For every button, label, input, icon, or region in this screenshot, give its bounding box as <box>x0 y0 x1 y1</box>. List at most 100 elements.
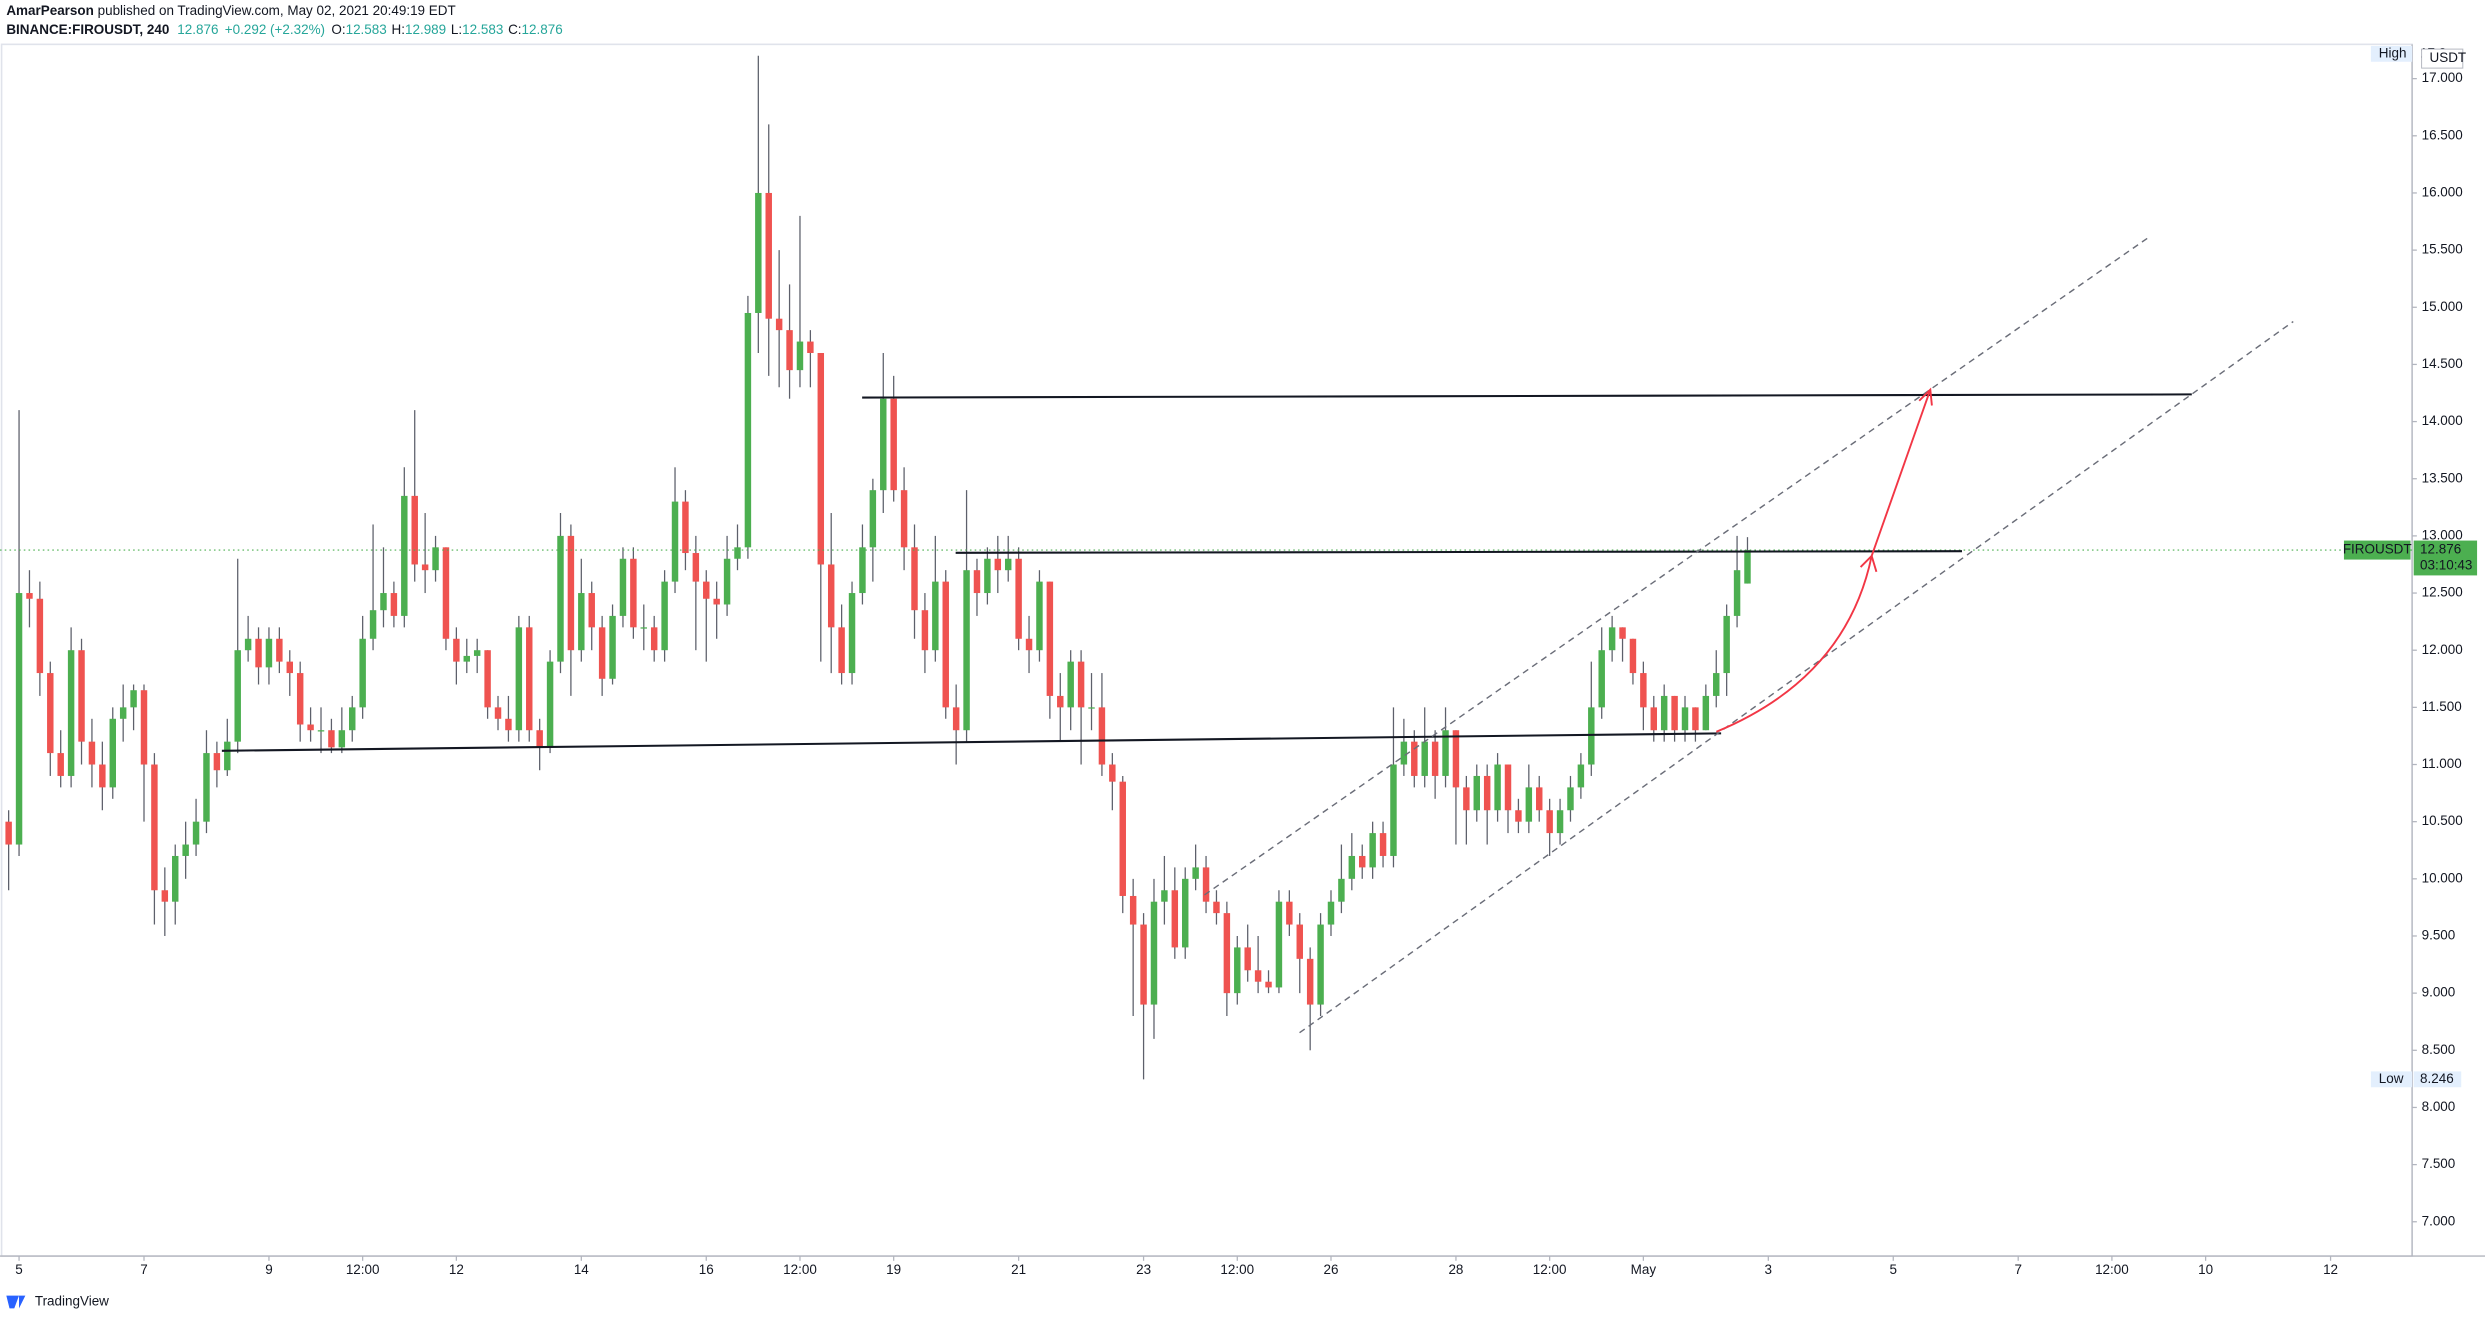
candle-body <box>401 495 408 616</box>
candle-body <box>505 718 512 731</box>
candle-body <box>1442 730 1449 776</box>
candle-body <box>1348 855 1356 879</box>
candle-body <box>182 844 189 856</box>
candle-body <box>713 598 720 605</box>
candle-body <box>57 753 64 776</box>
candle-body <box>734 547 741 559</box>
candle-body <box>1004 558 1012 571</box>
low-tag-label: Low <box>2379 1071 2404 1086</box>
candle-body <box>1286 901 1293 925</box>
candle-body <box>1608 627 1616 651</box>
candle-body <box>671 501 679 582</box>
candle-body <box>78 650 85 742</box>
candle-body <box>255 638 262 668</box>
candle-body <box>432 547 439 571</box>
candle-body <box>453 638 460 662</box>
y-tick-label: 11.000 <box>2422 756 2462 771</box>
candle-body <box>1588 707 1595 765</box>
y-axis-label: USDT <box>2430 50 2467 65</box>
candle-body <box>1567 787 1574 811</box>
candle-body <box>109 718 116 788</box>
candle-body <box>473 650 481 656</box>
candle-body <box>807 341 814 353</box>
candle-body <box>859 547 866 594</box>
candle-body <box>1161 890 1168 902</box>
published: published on TradingView.com, May 02, 20… <box>98 3 456 18</box>
candle-body <box>567 535 575 651</box>
candle-body <box>848 593 856 674</box>
o-value: 12.583 <box>346 22 387 37</box>
x-tick-label: 12 <box>449 1262 464 1277</box>
candle-body <box>682 501 689 554</box>
candle-body <box>1213 901 1220 914</box>
candle-body <box>630 558 637 628</box>
candle-body <box>307 724 314 731</box>
candle-body <box>349 707 356 731</box>
candle-body <box>1015 558 1022 639</box>
x-tick-label: 12:00 <box>2095 1262 2129 1277</box>
candle-body <box>421 564 429 571</box>
x-tick-label: 10 <box>2198 1262 2213 1277</box>
candle-body <box>67 650 75 776</box>
candle-body <box>1181 878 1189 948</box>
candle-body <box>1390 764 1397 856</box>
candle-body <box>1650 707 1658 731</box>
y-tick-label: 7.000 <box>2422 1213 2456 1228</box>
candle-body <box>578 593 585 651</box>
symbol-tag <box>2343 540 2411 560</box>
candle-body <box>1400 741 1408 765</box>
candle-body <box>1494 764 1501 811</box>
candle-body <box>536 730 543 748</box>
x-tick-label: 23 <box>1136 1262 1151 1277</box>
candle-body <box>1317 924 1324 1005</box>
y-tick-label: 12.000 <box>2422 642 2463 657</box>
y-tick-label: 9.000 <box>2422 985 2456 1000</box>
x-tick-label: 9 <box>265 1262 272 1277</box>
candle-body <box>1254 970 1262 982</box>
y-tick-label: 10.000 <box>2422 870 2463 885</box>
x-tick-label: 16 <box>699 1262 714 1277</box>
candle-body <box>692 553 700 582</box>
brand: TradingView <box>35 1294 109 1309</box>
y-tick-label: 13.500 <box>2422 470 2463 485</box>
y-tick-label: 7.500 <box>2422 1156 2456 1171</box>
last: 12.876 <box>177 22 218 37</box>
candle-body <box>796 341 804 371</box>
candle-body <box>1619 627 1626 639</box>
brand-logo <box>6 1295 26 1309</box>
price-tag-value: 12.876 <box>2420 542 2461 557</box>
candle-body <box>1483 775 1491 811</box>
c-value: 12.876 <box>522 22 563 37</box>
x-tick-label: 26 <box>1324 1262 1339 1277</box>
candle-body <box>442 547 450 639</box>
candle-body <box>1692 707 1699 731</box>
channel-upper <box>1204 235 2152 896</box>
x-tick-label: 5 <box>1890 1262 1897 1277</box>
candle-body <box>1359 855 1366 868</box>
candle-body <box>484 650 491 708</box>
y-tick-label: 8.000 <box>2422 1099 2456 1114</box>
candle-body <box>1067 661 1074 708</box>
price-tag <box>2413 540 2478 576</box>
high-tag <box>2370 45 2413 62</box>
resistance-line <box>862 393 2192 399</box>
candle-body <box>5 821 12 845</box>
l-value: 12.583 <box>462 22 503 37</box>
candle-body <box>119 707 127 719</box>
candle-body <box>1411 741 1418 776</box>
candle-body <box>1025 638 1033 651</box>
candle-body <box>1109 764 1116 782</box>
x-tick-label: 7 <box>2014 1262 2021 1277</box>
candle-body <box>775 318 783 331</box>
candle-body <box>1536 787 1543 811</box>
y-tick-label: 14.500 <box>2422 356 2463 371</box>
candle-body <box>265 638 273 668</box>
candle-body <box>296 673 304 725</box>
candle-body <box>1640 673 1647 708</box>
candle-body <box>963 570 970 731</box>
projection-arrow <box>1870 389 1932 557</box>
candle-body <box>640 627 648 629</box>
candle-body <box>26 593 33 599</box>
